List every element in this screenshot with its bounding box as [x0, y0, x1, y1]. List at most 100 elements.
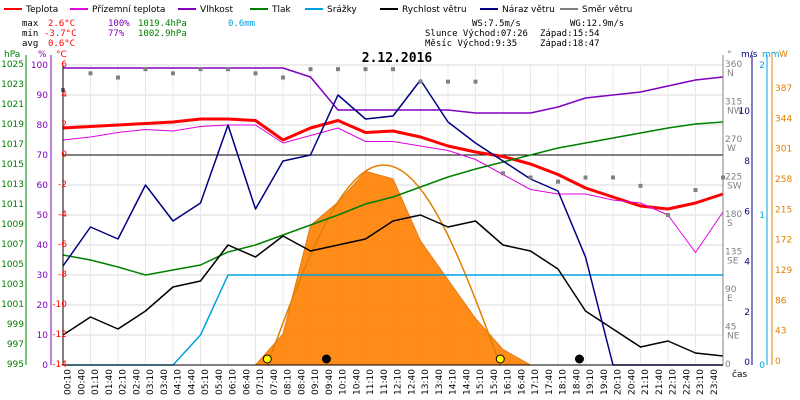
time-tick: 14:40: [462, 369, 472, 395]
pct-tick: 30: [37, 271, 49, 281]
stat-sun-set: Západ:15:54: [540, 29, 600, 39]
deg-tick: 45: [725, 323, 736, 333]
mm-unit: mm: [762, 50, 780, 60]
time-tick: 00:10: [64, 369, 74, 395]
time-tick: 02:40: [132, 369, 142, 395]
hpa-tick: 1011: [1, 200, 24, 210]
legend-label: Přízemní teplota: [92, 5, 165, 15]
deg-dir: NE: [727, 332, 740, 342]
legend-label: Směr větru: [582, 5, 632, 15]
ms-tick: 10: [739, 107, 751, 117]
stat-sun-rise: Slunce Východ:07:26: [425, 29, 528, 39]
time-tick: 11:40: [380, 369, 390, 395]
series-line-Vlhkost: [63, 67, 724, 114]
time-tick: 14:10: [449, 369, 459, 395]
stat-ws: WS:7.5m/s: [472, 19, 521, 29]
time-tick: 21:10: [641, 369, 651, 395]
w-tick: 301: [775, 145, 792, 155]
hpa-tick: 1013: [1, 180, 24, 190]
stat-min-temp: -3.7°C: [44, 29, 77, 39]
pct-tick: 90: [37, 91, 49, 101]
time-tick: 07:10: [256, 369, 266, 395]
series-line-Tlak: [62, 121, 724, 276]
time-tick: 17:40: [545, 369, 555, 395]
deg-tick: 225: [725, 173, 742, 183]
stat-max-label: max: [22, 19, 39, 29]
time-tick: 16:10: [504, 369, 514, 395]
time-tick: 01:40: [105, 369, 115, 395]
wind-dir-mark: [363, 67, 368, 72]
w-tick: 387: [775, 84, 792, 94]
wind-dir-mark: [638, 183, 643, 188]
moonrise-marker: [321, 354, 331, 364]
c-unit: °C: [56, 50, 67, 60]
ms-tick: 0: [744, 358, 750, 368]
stat-moon-rise: Měsíc Východ:9:35: [425, 39, 517, 49]
wind-dir-mark: [391, 67, 395, 72]
stat-max-press: 1019.4hPa: [138, 19, 187, 29]
w-tick: 86: [775, 296, 787, 306]
c-tick: -6: [58, 240, 67, 250]
w-tick: 344: [775, 114, 792, 124]
wind-dir-mark: [583, 175, 588, 180]
pct-tick: 80: [37, 121, 49, 131]
pct-tick: 0: [42, 361, 48, 371]
time-tick: 02:10: [119, 369, 129, 395]
wind-dir-mark: [611, 175, 615, 180]
axis-units: hPa % °C ° m/s mm W čas: [4, 50, 788, 380]
ms-tick: 2: [744, 308, 750, 318]
time-tick: 04:10: [174, 369, 184, 395]
time-tick: 19:40: [600, 369, 610, 395]
time-tick: 10:10: [339, 369, 349, 395]
w-tick: 258: [775, 175, 792, 185]
time-tick: 15:40: [490, 369, 500, 395]
event-markers: [262, 354, 584, 364]
time-tick: 08:10: [284, 369, 294, 395]
wind-dir-mark: [556, 179, 560, 184]
deg-tick: 360: [725, 60, 742, 70]
stat-moon-set: Západ:18:47: [540, 39, 600, 49]
series-line-Přízemní teplota: [62, 124, 724, 253]
hpa-tick: 1001: [1, 300, 24, 310]
hpa-unit: hPa: [4, 50, 20, 60]
stat-avg-label: avg: [22, 39, 38, 49]
time-tick: 13:10: [421, 369, 431, 395]
time-tick: 00:40: [77, 369, 87, 395]
time-tick: 19:10: [586, 369, 596, 395]
wind-dir-mark: [666, 213, 670, 217]
deg-dir: SE: [727, 257, 739, 267]
pct-tick: 20: [37, 301, 49, 311]
hpa-tick: 1007: [1, 240, 24, 250]
c-tick: -4: [58, 210, 67, 220]
deg-dir: W: [727, 144, 736, 154]
wind-dir-mark: [281, 75, 285, 80]
pct-tick: 40: [37, 241, 49, 251]
time-tick: 10:40: [352, 369, 362, 395]
w-tick: 43: [775, 327, 786, 337]
deg-tick: 135: [725, 248, 742, 258]
c-tick: -2: [58, 180, 67, 190]
deg-dir: SW: [727, 182, 742, 192]
sun-elevation-arc: [266, 164, 501, 366]
time-tick: 12:10: [394, 369, 404, 395]
deg-dir: S: [727, 219, 733, 229]
time-tick: 17:10: [531, 369, 541, 395]
pct-tick: 10: [37, 331, 49, 341]
wind-dir-mark: [226, 67, 230, 72]
pct-tick: 70: [37, 151, 49, 161]
tick-labels: 1025102310211019101710151013101110091007…: [1, 60, 792, 395]
stat-min-hum: 77%: [108, 29, 125, 39]
time-tick: 08:40: [297, 369, 307, 395]
deg-dir: N: [727, 69, 734, 79]
stat-avg-temp: 0.6°C: [48, 39, 75, 49]
pct-tick: 60: [37, 181, 49, 191]
hpa-tick: 1015: [1, 160, 24, 170]
time-tick: 06:10: [229, 369, 239, 395]
c-tick: 6: [61, 60, 67, 70]
hpa-tick: 997: [7, 340, 24, 350]
deg-unit: °: [727, 50, 732, 60]
deg-tick: 315: [725, 98, 742, 108]
ms-tick: 8: [744, 157, 750, 167]
legend-label: Vlhkost: [200, 5, 233, 15]
stat-min-press: 1002.9hPa: [138, 29, 187, 39]
